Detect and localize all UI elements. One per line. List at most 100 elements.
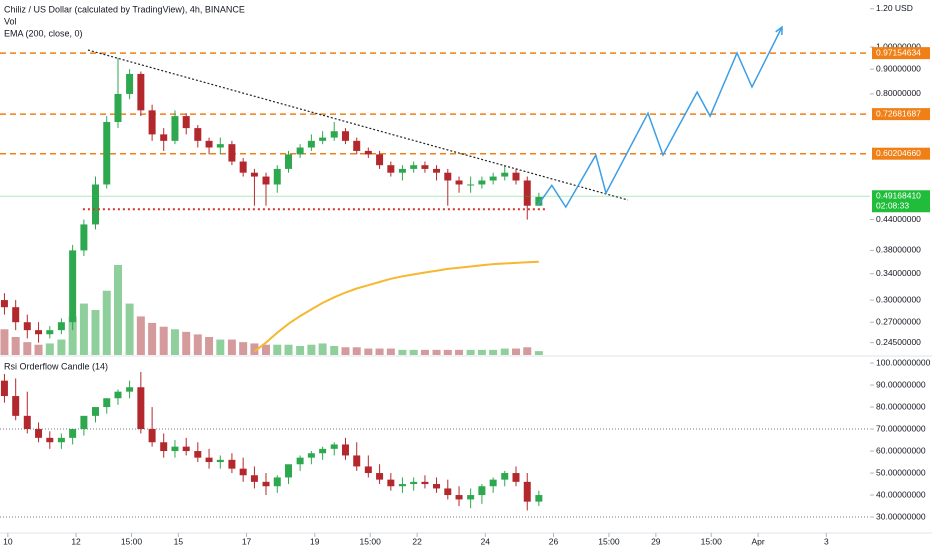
candle-body — [114, 93, 122, 123]
candle-body — [160, 134, 168, 141]
y-tick-label: 0.38000000 — [876, 245, 921, 255]
y-tick-label: 40.00000000 — [876, 489, 926, 499]
x-tick-label: 3 — [824, 536, 829, 546]
candle-body — [126, 73, 134, 94]
candle-body — [410, 481, 418, 485]
candle-body — [250, 475, 258, 482]
x-tick-label: 29 — [651, 536, 661, 546]
candle-body — [341, 131, 349, 141]
candle-body — [80, 415, 88, 430]
y-tick-label: 1.20 USD — [876, 3, 913, 13]
y-tick-label: 0.80000000 — [876, 88, 921, 98]
candle-body — [364, 150, 372, 155]
candle-body — [262, 481, 270, 487]
legend-volume: Vol — [4, 16, 17, 26]
candle-body — [57, 322, 65, 331]
x-tick-label: 15:00 — [701, 536, 723, 546]
candle-body — [194, 128, 202, 141]
candle-body — [46, 330, 54, 335]
candle-body — [205, 457, 213, 463]
candle-body — [319, 137, 327, 141]
volume-bar — [330, 346, 339, 355]
volume-bar — [23, 342, 32, 355]
candle-body — [364, 466, 372, 474]
level-label-box — [872, 108, 930, 121]
candle-body — [69, 429, 77, 438]
candle-body — [182, 446, 190, 452]
volume-bar — [91, 310, 100, 355]
candle-body — [239, 161, 247, 173]
volume-bar — [57, 339, 66, 355]
volume-bar — [386, 348, 395, 355]
x-tick-label: 26 — [549, 536, 559, 546]
y-tick-label: 50.00000000 — [876, 467, 926, 477]
volume-bar — [318, 343, 327, 355]
candle-body — [398, 168, 406, 173]
y-tick-label: 90.00000000 — [876, 379, 926, 389]
y-tick-label: 60.00000000 — [876, 445, 926, 455]
candle-body — [285, 464, 293, 478]
volume-bar — [250, 343, 259, 355]
candle-body — [273, 477, 281, 487]
candle-body — [433, 168, 441, 173]
candle-body — [46, 437, 54, 443]
x-tick-label: 15:00 — [360, 536, 382, 546]
candle-body — [478, 486, 486, 496]
trend-line — [87, 49, 629, 201]
candle-body — [160, 442, 168, 452]
volume-bar — [239, 342, 248, 355]
volume-bar — [364, 348, 373, 355]
legend-ema: EMA (200, close, 0) — [4, 28, 83, 38]
x-tick-label: 17 — [242, 536, 252, 546]
x-tick-label: 15:00 — [598, 536, 620, 546]
y-tick-label: 1.00000000 — [876, 41, 921, 51]
candle-body — [523, 180, 531, 206]
x-tick-label: 12 — [71, 536, 81, 546]
candle-body — [489, 479, 497, 487]
candle-body — [194, 451, 202, 458]
volume-bar — [466, 349, 475, 355]
volume-bar — [262, 344, 271, 355]
countdown-label: 02:08:33 — [876, 200, 909, 210]
level-label-box — [872, 147, 930, 160]
y-tick-label: 80.00000000 — [876, 401, 926, 411]
candle-body — [307, 140, 315, 148]
projection-line — [537, 26, 783, 209]
y-tick-label: 30.00000000 — [876, 511, 926, 521]
candle-body — [512, 473, 520, 482]
volume-bar — [511, 348, 520, 355]
candle-body — [0, 380, 8, 397]
candle-body — [171, 116, 179, 141]
volume-bar — [159, 326, 168, 355]
candle-body — [103, 398, 111, 408]
y-tick-label: 0.34000000 — [876, 268, 921, 278]
volume-bar — [500, 348, 509, 355]
candle-body — [296, 147, 304, 155]
candle-body — [148, 110, 156, 135]
x-tick-label: 15 — [174, 536, 184, 546]
volume-bar — [443, 349, 452, 355]
volume-bar — [227, 339, 236, 355]
candle-body — [137, 387, 145, 430]
candle-body — [410, 165, 418, 169]
level-label: 0.72681687 — [876, 108, 921, 118]
volume-bar — [352, 347, 361, 355]
y-tick-label: 0.30000000 — [876, 294, 921, 304]
volume-bar — [205, 337, 214, 355]
candle-body — [501, 172, 509, 177]
candle-body — [535, 196, 543, 206]
candle-body — [285, 154, 293, 169]
y-tick-label: 0.90000000 — [876, 63, 921, 73]
volume-bar — [477, 349, 486, 355]
candle-body — [467, 184, 475, 186]
volume-bar — [432, 349, 441, 355]
volume-bar — [0, 329, 9, 355]
volume-bar — [307, 344, 316, 355]
volume-bar — [193, 334, 202, 355]
volume-bar — [68, 316, 77, 355]
volume-bar — [534, 351, 543, 355]
x-tick-label: 15:00 — [121, 536, 143, 546]
candle-body — [455, 180, 463, 185]
volume-bar — [409, 349, 418, 355]
